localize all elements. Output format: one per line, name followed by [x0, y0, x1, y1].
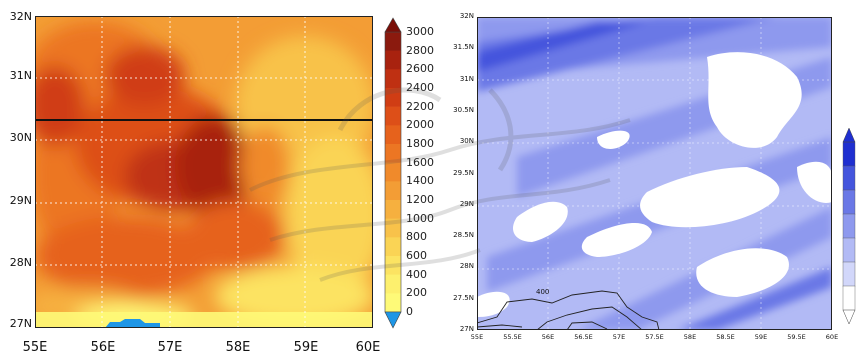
colorbar-cell: [385, 218, 401, 238]
precipitation-map: [477, 17, 832, 330]
colorbar-cell: [385, 274, 401, 294]
colorbar-cell: [385, 237, 401, 257]
colorbar-label: 1000: [406, 211, 434, 225]
elevation-map: [35, 16, 373, 328]
colorbar-cell: [385, 256, 401, 275]
lat-label: 28N: [9, 256, 32, 269]
lon-label: 55E: [470, 333, 484, 341]
precipitation-colorbar: [842, 127, 856, 325]
contour-label: 400: [536, 288, 550, 296]
colorbar-cell: [385, 50, 401, 70]
lat-label: 31N: [459, 74, 474, 83]
colorbar-label: 0: [406, 305, 413, 318]
colorbar-cell: [385, 200, 401, 219]
colorbar-cell: [385, 106, 401, 126]
colorbar-label: 1800: [406, 137, 434, 150]
lat-label: 27N: [9, 317, 32, 330]
lon-label: 55E: [22, 340, 48, 355]
colorbar-label: 200: [406, 286, 427, 300]
lat-label: 28.5N: [453, 231, 474, 240]
colorbar-label: 400: [406, 267, 427, 281]
lon-label: 57.5E: [645, 333, 664, 341]
colorbar-label: 2400: [406, 81, 434, 94]
colorbar-cell: [385, 88, 401, 107]
lat-label: 30N: [459, 137, 474, 146]
lat-label: 27N: [459, 325, 474, 333]
colorbar-label: 1600: [406, 155, 434, 169]
dry-areas: [477, 52, 832, 317]
colorbar-low-arrow: [842, 309, 856, 325]
colorbar-label: 600: [406, 249, 427, 262]
lon-label: 59.5E: [787, 333, 806, 341]
elevation-colorbar: [384, 17, 402, 329]
colorbar-cell: [842, 237, 856, 263]
lat-label: 30N: [9, 131, 32, 144]
lat-label: 31.5N: [453, 43, 474, 52]
lon-label: 56.5E: [574, 333, 593, 341]
colorbar-cell: [385, 181, 401, 201]
low-elevation-patch: [105, 319, 160, 328]
colorbar-label: 3000: [406, 25, 434, 38]
colorbar-cell: [842, 213, 856, 239]
lat-label: 29N: [459, 199, 474, 208]
colorbar-cell: [385, 162, 401, 182]
colorbar-label: 2000: [406, 118, 434, 132]
lat-label: 32N: [459, 12, 474, 20]
lon-label: 58E: [225, 340, 251, 355]
colorbar-cell: [385, 144, 401, 163]
colorbar-cell: [842, 165, 856, 191]
lon-label: 59E: [754, 333, 768, 341]
colorbar-high-arrow: [384, 17, 402, 33]
lon-label: 57E: [157, 340, 183, 355]
lat-label: 32N: [9, 10, 32, 23]
lat-label: 28N: [459, 262, 474, 271]
colorbar-cell: [842, 189, 856, 215]
colorbar-label: 2600: [406, 62, 434, 76]
colorbar-label: 2200: [406, 99, 434, 113]
lat-label: 29N: [9, 194, 32, 207]
lon-label: 60E: [825, 333, 839, 341]
lon-label: 56E: [541, 333, 555, 341]
colorbar-low-arrow: [384, 311, 402, 329]
elevation-contour: [477, 290, 660, 330]
lon-label: 56E: [90, 340, 116, 355]
lon-label: 60E: [355, 340, 381, 355]
lon-label: 58.5E: [716, 333, 735, 341]
colorbar-cell: [842, 261, 856, 287]
colorbar-cell: [385, 293, 401, 313]
colorbar-cell: [842, 141, 856, 167]
lat-label: 30.5N: [453, 105, 474, 114]
lat-label: 29.5N: [453, 168, 474, 177]
lon-label: 58E: [683, 333, 697, 341]
lon-label: 59E: [293, 340, 319, 355]
grid-lines: [35, 16, 373, 328]
colorbar-cell: [385, 69, 401, 89]
colorbar-high-arrow: [842, 127, 856, 143]
lat-label: 31N: [9, 69, 32, 82]
colorbar-cell: [385, 32, 401, 51]
lon-label: 57E: [612, 333, 626, 341]
colorbar-label: 2800: [406, 43, 434, 57]
colorbar-label: 1400: [406, 174, 434, 188]
colorbar-label: 800: [406, 230, 427, 244]
lon-label: 55.5E: [503, 333, 522, 341]
colorbar-cell: [385, 125, 401, 145]
lat-label: 27.5N: [453, 293, 474, 302]
colorbar-cell: [842, 285, 856, 311]
colorbar-label: 1200: [406, 193, 434, 206]
